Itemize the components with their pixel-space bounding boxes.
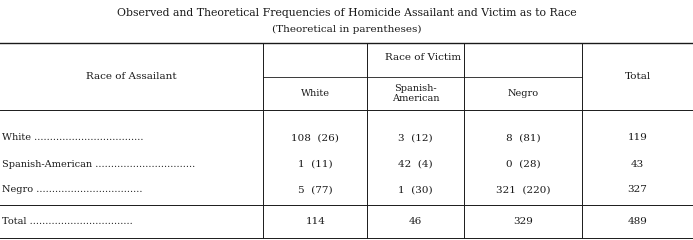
Text: 42  (4): 42 (4): [398, 160, 433, 169]
Text: Race of Victim: Race of Victim: [385, 53, 461, 62]
Text: 1  (30): 1 (30): [398, 185, 433, 194]
Text: 489: 489: [628, 217, 647, 227]
Text: 327: 327: [628, 185, 647, 194]
Text: 5  (77): 5 (77): [298, 185, 333, 194]
Text: 3  (12): 3 (12): [398, 133, 433, 143]
Text: 321  (220): 321 (220): [496, 185, 550, 194]
Text: 8  (81): 8 (81): [506, 133, 541, 143]
Text: (Theoretical in parentheses): (Theoretical in parentheses): [272, 25, 421, 34]
Text: Total .................................: Total .................................: [2, 217, 133, 227]
Text: 329: 329: [514, 217, 533, 227]
Text: 119: 119: [628, 133, 647, 143]
Text: Total: Total: [624, 72, 651, 81]
Text: Race of Assailant: Race of Assailant: [87, 72, 177, 81]
Text: 1  (11): 1 (11): [298, 160, 333, 169]
Text: 114: 114: [306, 217, 325, 227]
Text: 46: 46: [409, 217, 423, 227]
Text: Spanish-
American: Spanish- American: [392, 84, 439, 103]
Text: 108  (26): 108 (26): [291, 133, 340, 143]
Text: Observed and Theoretical Frequencies of Homicide Assailant and Victim as to Race: Observed and Theoretical Frequencies of …: [116, 8, 577, 18]
Text: Negro: Negro: [508, 89, 538, 98]
Text: Spanish-American ................................: Spanish-American .......................…: [2, 160, 195, 169]
Text: White ...................................: White ..................................…: [2, 133, 143, 143]
Text: White: White: [301, 89, 330, 98]
Text: Negro ..................................: Negro ..................................: [2, 185, 143, 194]
Text: 0  (28): 0 (28): [506, 160, 541, 169]
Text: 43: 43: [631, 160, 644, 169]
